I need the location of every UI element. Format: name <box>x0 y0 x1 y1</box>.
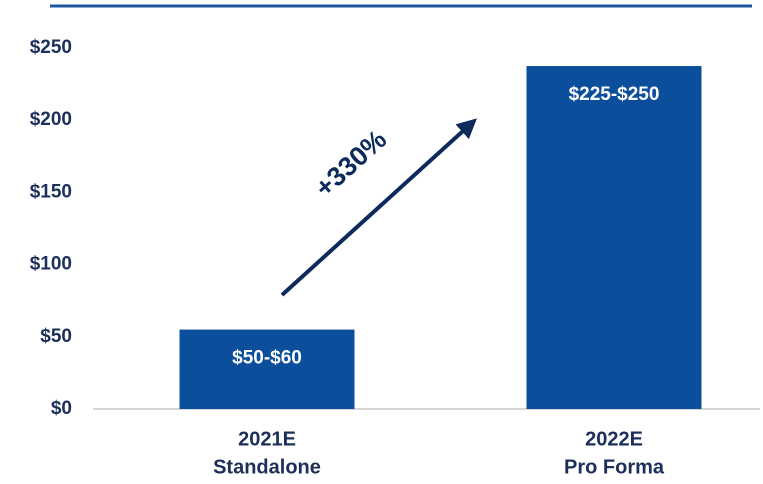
y-tick-label: $0 <box>51 398 72 419</box>
growth-annotation: +330% <box>309 124 392 203</box>
y-tick-label: $100 <box>30 254 72 275</box>
growth-arrow <box>280 118 477 297</box>
value-label: $225-$250 <box>569 84 660 105</box>
x-tick-label: 2022E <box>585 428 643 450</box>
y-tick-label: $200 <box>30 109 72 130</box>
y-tick-label: $50 <box>40 326 72 347</box>
x-tick-label: 2021E <box>238 428 296 450</box>
y-tick-label: $150 <box>30 181 72 202</box>
x-tick-label: Standalone <box>213 456 321 478</box>
x-tick-label: Pro Forma <box>564 456 665 478</box>
value-label: $50-$60 <box>232 348 302 369</box>
bar <box>526 66 702 410</box>
y-tick-label: $250 <box>30 37 72 58</box>
bar <box>179 329 355 409</box>
